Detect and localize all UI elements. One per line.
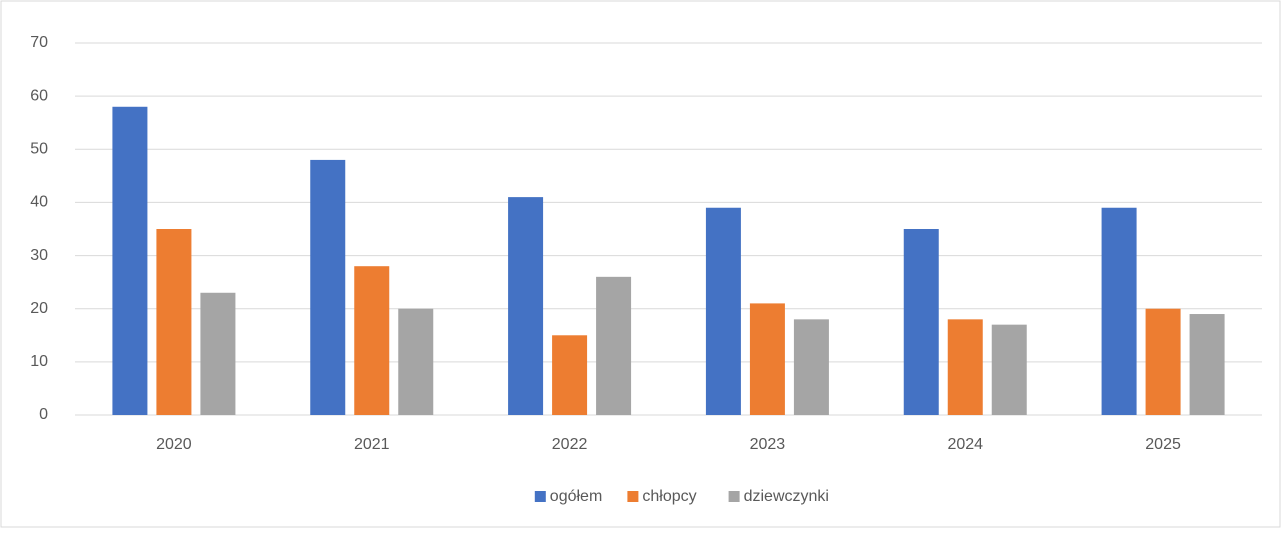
x-tick-label: 2023 xyxy=(750,436,786,453)
legend-swatch xyxy=(534,491,546,502)
bar xyxy=(596,276,632,415)
y-tick-label: 70 xyxy=(30,34,48,51)
legend-swatch xyxy=(627,491,639,502)
bar xyxy=(705,207,741,415)
x-tick-label: 2021 xyxy=(354,436,390,453)
y-tick-label: 50 xyxy=(30,141,48,158)
bar xyxy=(398,308,434,415)
bar xyxy=(1145,308,1181,415)
x-tick-label: 2022 xyxy=(552,436,588,453)
bar xyxy=(156,229,192,415)
bar xyxy=(354,266,390,415)
bar xyxy=(552,335,588,415)
y-tick-label: 10 xyxy=(30,353,48,370)
y-tick-label: 60 xyxy=(30,87,48,104)
bar xyxy=(793,319,829,415)
y-tick-label: 0 xyxy=(39,406,48,423)
y-tick-label: 30 xyxy=(30,247,48,264)
bar xyxy=(1189,314,1225,415)
bar xyxy=(947,319,983,415)
y-tick-label: 40 xyxy=(30,194,48,211)
legend-swatch xyxy=(728,491,740,502)
legend-label: ogółem xyxy=(550,488,602,505)
bar xyxy=(508,197,544,415)
bar xyxy=(310,159,346,415)
x-tick-label: 2025 xyxy=(1145,436,1181,453)
bar xyxy=(200,292,236,415)
bar xyxy=(749,303,785,415)
bar xyxy=(991,324,1027,415)
bar xyxy=(1101,207,1137,415)
legend-label: chłopcy xyxy=(642,488,696,505)
x-tick-label: 2024 xyxy=(947,436,983,453)
legend-label: dziewczynki xyxy=(744,488,829,505)
y-tick-label: 20 xyxy=(30,300,48,317)
bar xyxy=(112,106,148,416)
x-tick-label: 2020 xyxy=(156,436,192,453)
bar xyxy=(903,229,939,415)
